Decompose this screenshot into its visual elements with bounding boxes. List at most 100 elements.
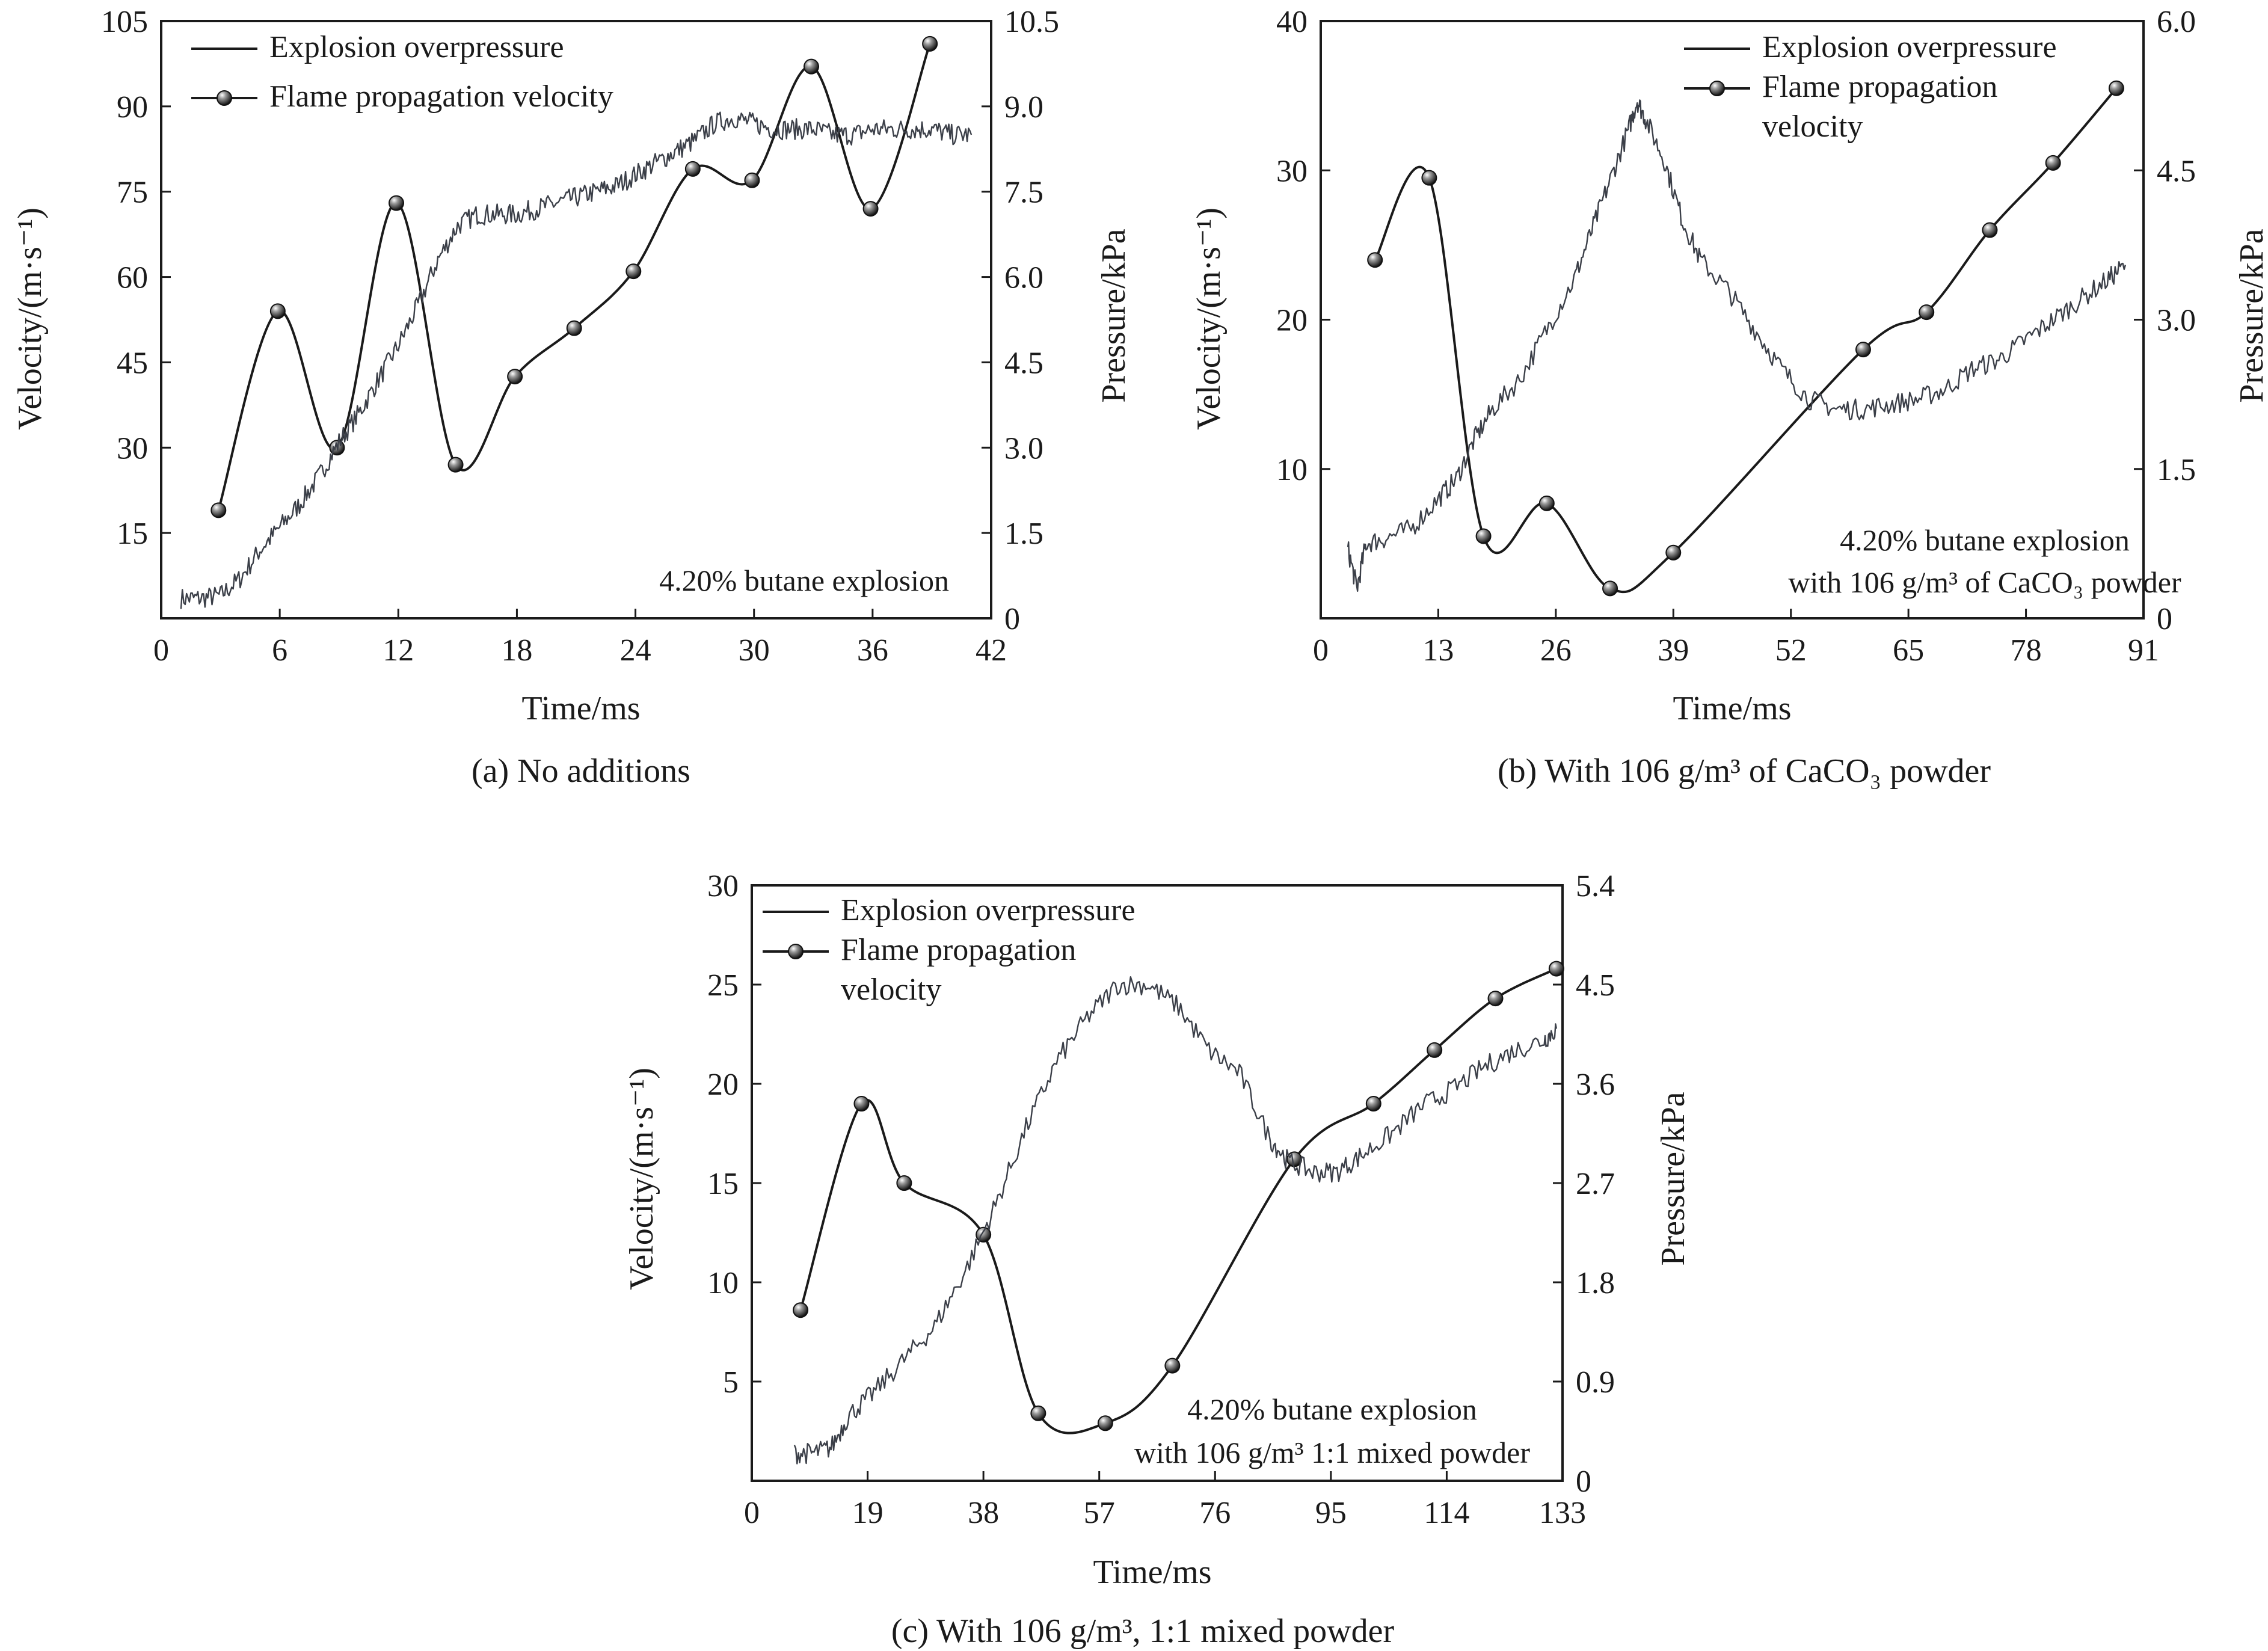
y-tick-label-right: 10.5: [1004, 5, 1059, 39]
velocity-point: [1538, 495, 1555, 511]
x-tick-label: 36: [857, 633, 888, 668]
x-tick-label: 133: [1539, 1496, 1586, 1530]
panel-a-plot: 0 6 12 18 24 30 36 42 15 30 45 60 75 90 105 0 1.5 3.0 4.5 6…: [101, 5, 1059, 668]
y-tick-label-left: 30: [117, 431, 148, 466]
y-tick-label-right: 0: [1576, 1465, 1591, 1499]
legend: Explosion overpressure Flame propagation v…: [763, 893, 1136, 1007]
velocity-point: [1421, 170, 1437, 186]
series-line-explosion-overpressure: [793, 976, 1558, 1465]
panel-b-annotation-line-2: with 106 g/m³ of CaCO₃ powder: [1788, 565, 2181, 599]
series-line-flame-propagation-velocity: [217, 43, 931, 511]
x-tick-label: 76: [1199, 1496, 1231, 1530]
legend-marker-velocity: [788, 944, 804, 959]
y-tick-label-left: 25: [707, 968, 739, 1003]
x-tick-label: 6: [272, 633, 287, 668]
x-tick-label: 42: [976, 633, 1007, 668]
y-tick-label-right: 3.0: [1004, 431, 1043, 466]
y-tick-label-left: 20: [707, 1068, 739, 1102]
series-line-explosion-overpressure: [1347, 99, 2127, 592]
x-tick-label: 65: [1893, 633, 1924, 668]
x-tick-label: 91: [2128, 633, 2159, 668]
x-tick-label: 95: [1315, 1496, 1347, 1530]
panel-a-caption: (a) No additions: [472, 752, 690, 790]
legend: Explosion overpressure Flame propagation …: [191, 30, 613, 114]
velocity-point: [1365, 1096, 1381, 1111]
x-tick-label: 0: [1313, 633, 1329, 668]
legend-label: velocity: [841, 973, 942, 1007]
panel-c-ylabel-right: Pressure/kPa: [1655, 1092, 1692, 1265]
velocity-point: [1427, 1042, 1443, 1058]
velocity-point: [269, 303, 286, 319]
velocity-point: [804, 58, 819, 75]
y-tick-label-right: 4.5: [1004, 346, 1043, 380]
x-tick-label: 78: [2011, 633, 2042, 668]
y-tick-label-right: 6.0: [2157, 5, 2196, 39]
y-tick-label-left: 30: [707, 869, 739, 903]
x-tick-label: 57: [1084, 1496, 1115, 1530]
y-tick-label-left: 60: [117, 261, 148, 295]
y-tick-label-right: 2.7: [1576, 1167, 1615, 1201]
velocity-point: [625, 263, 642, 280]
legend-label: Flame propagation: [1762, 70, 1997, 104]
x-tick-label: 18: [501, 633, 532, 668]
panel-c-annotation-line-2: with 106 g/m³ 1:1 mixed powder: [1134, 1436, 1530, 1469]
velocity-point: [922, 35, 938, 52]
y-tick-label-right: 4.5: [1576, 968, 1615, 1003]
x-tick-label: 26: [1540, 633, 1572, 668]
velocity-point: [1030, 1405, 1046, 1421]
y-tick-label-right: 5.4: [1576, 869, 1615, 903]
velocity-point: [566, 320, 582, 336]
y-tick-label-left: 15: [707, 1167, 739, 1201]
panel-b-annotation-line-1: 4.20% butane explosion: [1840, 523, 2130, 557]
y-tick-label-right: 4.5: [2157, 154, 2196, 188]
series-line-explosion-overpressure: [180, 111, 973, 609]
y-tick-label-right: 7.5: [1004, 176, 1043, 210]
panel-a-xlabel: Time/ms: [521, 690, 640, 727]
y-tick-label-left: 105: [101, 5, 148, 39]
y-tick-label-right: 1.5: [1004, 517, 1043, 551]
x-tick-label: 38: [968, 1496, 999, 1530]
x-tick-label: 39: [1658, 633, 1689, 668]
y-tick-label-left: 40: [1276, 5, 1308, 39]
velocity-point: [1367, 252, 1383, 268]
y-tick-label-right: 6.0: [1004, 261, 1043, 295]
velocity-point: [684, 161, 701, 177]
legend-label: Explosion overpressure: [1762, 30, 2057, 64]
legend-label: Flame propagation: [841, 933, 1076, 967]
x-tick-label: 0: [153, 633, 169, 668]
velocity-point: [1097, 1415, 1113, 1431]
x-tick-label: 24: [620, 633, 651, 668]
velocity-point: [2108, 80, 2124, 96]
panel-b-plot: 0 13 26 39 52 65 78 91 10 20 30 40 0 1.5 3.0 4.5 6.0 Expl…: [1276, 5, 2196, 668]
velocity-point: [507, 369, 523, 385]
velocity-point: [211, 502, 227, 518]
panel-c-xlabel: Time/ms: [1093, 1554, 1211, 1591]
plot-frame: [160, 20, 992, 620]
velocity-point: [793, 1302, 809, 1318]
velocity-point: [447, 457, 464, 473]
y-tick-label-left: 75: [117, 176, 148, 210]
panel-a: (a) No additions Time/ms Velocity/(m·s⁻¹…: [11, 208, 1132, 790]
legend-marker-velocity: [217, 90, 232, 106]
velocity-point: [1487, 991, 1504, 1007]
panel-b-ylabel-right: Pressure/kPa: [2233, 229, 2268, 402]
velocity-point: [744, 172, 760, 188]
x-tick-label: 114: [1424, 1496, 1469, 1530]
y-tick-label-right: 1.8: [1576, 1266, 1615, 1300]
panel-b-xlabel: Time/ms: [1673, 690, 1791, 727]
x-tick-label: 30: [739, 633, 770, 668]
panel-c-annotation-line-1: 4.20% butane explosion: [1187, 1392, 1477, 1426]
panel-b-caption: (b) With 106 g/m³ of CaCO₃ powder: [1498, 752, 1991, 790]
velocity-point: [1164, 1357, 1181, 1374]
panel-a-ylabel-left: Velocity/(m·s⁻¹): [11, 208, 49, 430]
velocity-point: [1602, 580, 1618, 597]
y-tick-label-right: 0: [1004, 602, 1020, 636]
y-tick-label-right: 1.5: [2157, 453, 2196, 487]
series-line-flame-propagation-velocity: [1374, 87, 2118, 594]
velocity-point: [853, 1096, 870, 1111]
panel-b: (b) With 106 g/m³ of CaCO₃ powder Time/m…: [1190, 208, 2268, 790]
velocity-point: [1919, 304, 1935, 321]
legend-label: Explosion overpressure: [841, 893, 1136, 927]
panel-a-annotation-line-1: 4.20% butane explosion: [659, 564, 949, 597]
